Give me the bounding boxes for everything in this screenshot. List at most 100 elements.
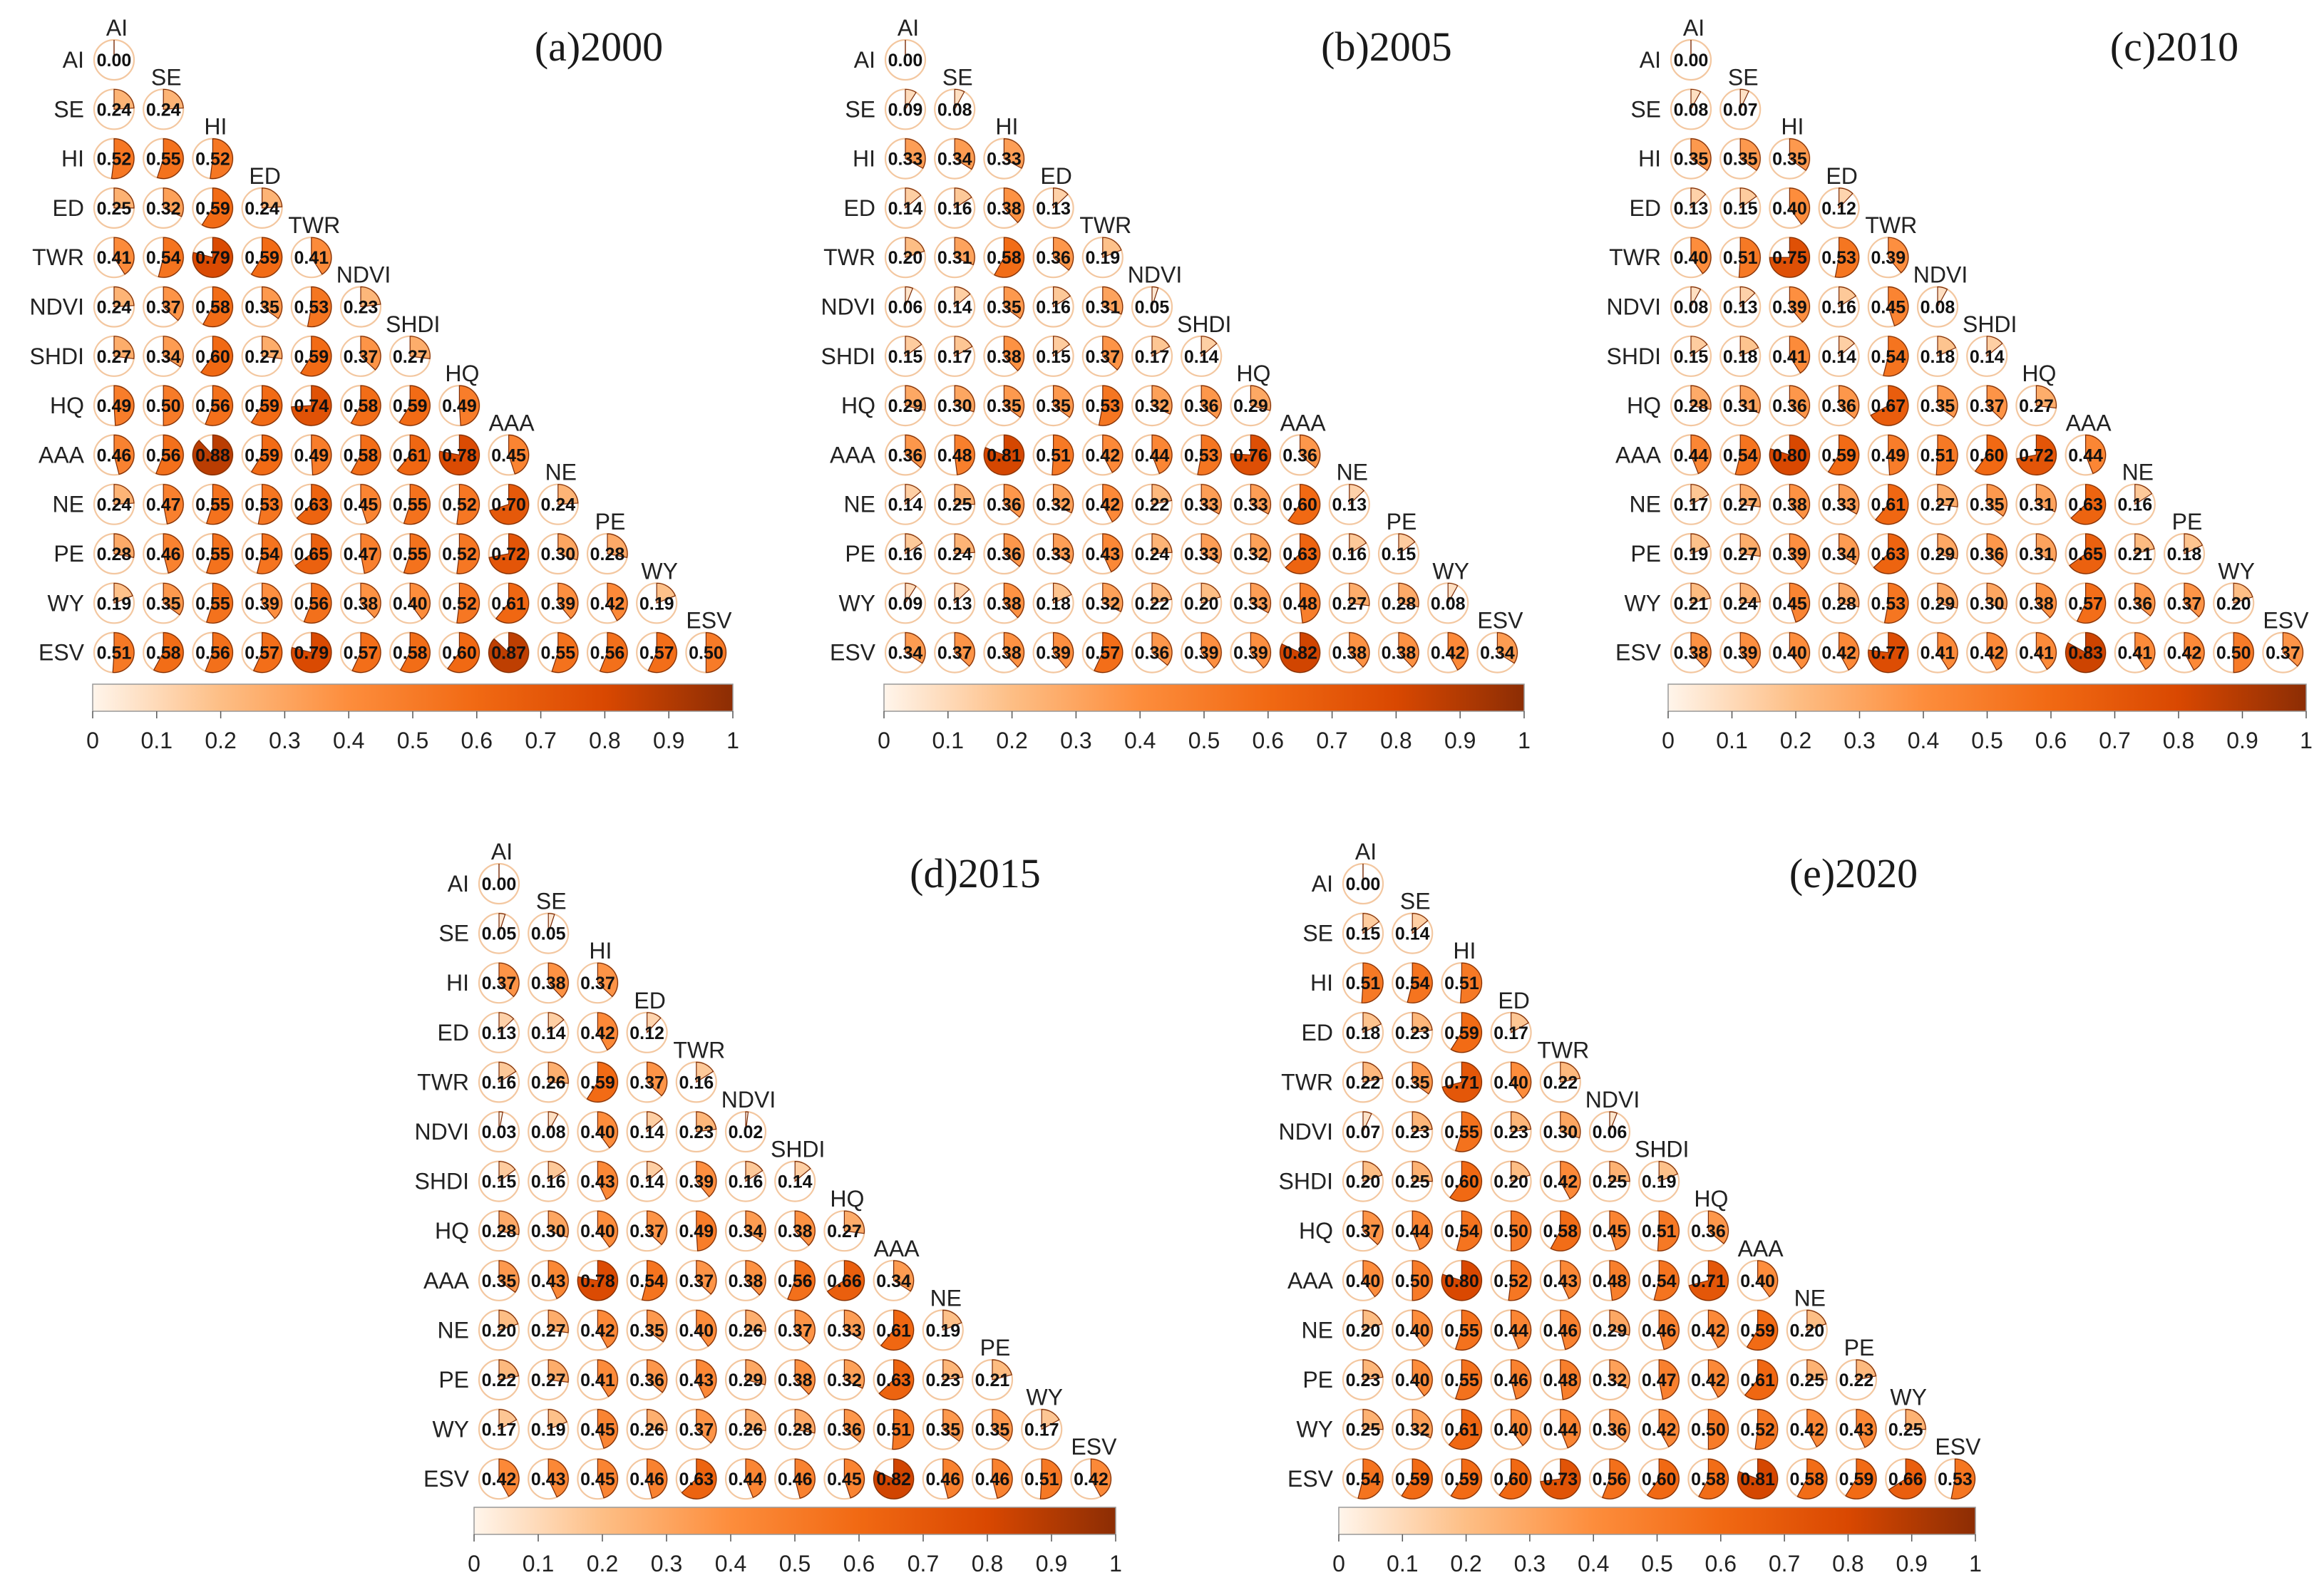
cell-value: 0.80 bbox=[1444, 1271, 1479, 1291]
cell-value: 0.51 bbox=[1036, 445, 1071, 465]
corr-cell: 0.16 bbox=[2114, 483, 2156, 525]
panel-title: (b)2005 bbox=[1321, 24, 1452, 70]
pie-wedge bbox=[1003, 187, 1024, 224]
cell-value: 0.44 bbox=[729, 1470, 763, 1489]
pie-wedge bbox=[163, 385, 184, 426]
cell-value: 0.66 bbox=[827, 1271, 862, 1291]
cell-value: 0.40 bbox=[1395, 1321, 1430, 1341]
cell-value: 0.17 bbox=[482, 1420, 517, 1440]
pie-wedge bbox=[252, 631, 283, 673]
cell-value: 0.29 bbox=[1593, 1321, 1628, 1341]
pie-wedge bbox=[403, 484, 431, 525]
cell-value: 0.42 bbox=[1642, 1420, 1677, 1440]
row-label: WY bbox=[432, 1417, 469, 1442]
corr-cell: 0.36 bbox=[983, 483, 1025, 525]
cell-value: 0.22 bbox=[482, 1370, 517, 1390]
pie-wedge bbox=[1986, 385, 2007, 420]
column-label: WY bbox=[1890, 1385, 1927, 1410]
column-label: SE bbox=[536, 889, 567, 914]
column-label: NE bbox=[1337, 460, 1368, 485]
row-label: SHDI bbox=[415, 1169, 469, 1194]
corr-cell: 0.19 bbox=[93, 582, 135, 624]
cell-value: 0.37 bbox=[679, 1420, 714, 1440]
cell-value: 0.19 bbox=[1085, 248, 1120, 268]
cell-value: 0.42 bbox=[482, 1470, 517, 1489]
cell-value: 0.14 bbox=[1821, 347, 1856, 367]
corr-cell: 0.35 bbox=[1670, 138, 1712, 180]
pie-wedge bbox=[1690, 88, 1702, 110]
cell-value: 0.31 bbox=[2019, 495, 2054, 515]
corr-cell: 0.42 bbox=[1070, 1458, 1112, 1500]
pie-wedge bbox=[557, 484, 579, 505]
pie-wedge bbox=[1739, 336, 1759, 357]
cell-value: 0.42 bbox=[1789, 1420, 1824, 1440]
corr-cell: 0.59 bbox=[241, 434, 283, 476]
corr-cell: 0.17 bbox=[478, 1408, 520, 1450]
corr-cell: 0.46 bbox=[922, 1458, 964, 1500]
pie-wedge bbox=[163, 484, 184, 525]
cell-value: 0.61 bbox=[1871, 495, 1906, 515]
pie-wedge bbox=[210, 138, 233, 180]
pie-wedge bbox=[1839, 385, 1860, 419]
row-label: NDVI bbox=[821, 294, 875, 320]
corr-cell: 0.27 bbox=[823, 1210, 865, 1252]
cell-value: 0.71 bbox=[1691, 1271, 1726, 1291]
corr-cell: 0.35 bbox=[1392, 1061, 1434, 1103]
pie-wedge bbox=[1230, 434, 1271, 475]
cell-value: 0.05 bbox=[1135, 298, 1170, 318]
cell-value: 0.38 bbox=[1382, 644, 1416, 664]
corr-cell: 0.60 bbox=[1441, 1160, 1483, 1202]
cell-value: 0.30 bbox=[1970, 594, 2005, 614]
corr-cell: 0.05 bbox=[528, 912, 570, 954]
corr-cell: 0.35 bbox=[922, 1408, 964, 1450]
corr-cell: 0.33 bbox=[1818, 483, 1860, 525]
row-label: AI bbox=[63, 47, 84, 73]
pie-wedge bbox=[1789, 484, 1810, 520]
corr-cell: 0.44 bbox=[1670, 434, 1712, 476]
pie-wedge bbox=[1003, 138, 1024, 169]
pie-wedge bbox=[905, 187, 922, 210]
row-label: HI bbox=[1638, 146, 1661, 172]
corr-cell: 0.55 bbox=[192, 582, 234, 624]
pie-wedge bbox=[1398, 582, 1419, 608]
corr-cell: 0.65 bbox=[290, 532, 332, 575]
cell-value: 0.41 bbox=[1772, 347, 1807, 367]
cell-value: 0.35 bbox=[975, 1420, 1010, 1440]
cell-value: 0.18 bbox=[1346, 1023, 1381, 1043]
corr-cell: 0.52 bbox=[438, 483, 480, 525]
cell-value: 0.60 bbox=[1970, 445, 2005, 465]
row-label: ED bbox=[53, 195, 84, 221]
pie-wedge bbox=[1789, 187, 1810, 225]
corr-cell: 0.14 bbox=[528, 1011, 570, 1053]
row-label: NDVI bbox=[30, 294, 84, 320]
corr-cell: 0.22 bbox=[1131, 582, 1173, 624]
cell-value: 0.61 bbox=[393, 445, 428, 465]
pie-wedge bbox=[954, 582, 970, 604]
corr-cell: 0.16 bbox=[478, 1061, 520, 1103]
cell-value: 0.33 bbox=[888, 150, 923, 170]
cell-value: 0.53 bbox=[245, 495, 279, 515]
pie-wedge bbox=[495, 582, 530, 624]
corr-cell: 0.13 bbox=[934, 582, 976, 624]
cell-value: 0.57 bbox=[2068, 594, 2103, 614]
cell-value: 0.08 bbox=[1674, 298, 1709, 318]
pie-wedge bbox=[905, 434, 926, 469]
pie-wedge bbox=[2184, 631, 2205, 671]
corr-cell: 0.36 bbox=[1131, 631, 1173, 673]
cell-value: 0.40 bbox=[393, 594, 428, 614]
pie-wedge bbox=[1447, 631, 1469, 671]
column-label: TWR bbox=[1537, 1037, 1589, 1063]
pie-wedge bbox=[1349, 582, 1370, 606]
cell-value: 0.32 bbox=[1036, 495, 1071, 515]
cell-value: 0.27 bbox=[1723, 544, 1758, 564]
pie-wedge bbox=[1937, 385, 1958, 418]
cell-value: 0.76 bbox=[1233, 445, 1268, 465]
cell-value: 0.33 bbox=[987, 150, 1022, 170]
cell-value: 0.45 bbox=[827, 1470, 862, 1489]
cell-value: 0.55 bbox=[195, 544, 230, 564]
corr-cell: 0.71 bbox=[1687, 1259, 1729, 1301]
corr-cell: 0.29 bbox=[1588, 1309, 1631, 1351]
corr-cell: 0.46 bbox=[1638, 1309, 1680, 1351]
corr-cell: 0.50 bbox=[1687, 1408, 1729, 1450]
cell-value: 0.12 bbox=[1821, 199, 1856, 219]
